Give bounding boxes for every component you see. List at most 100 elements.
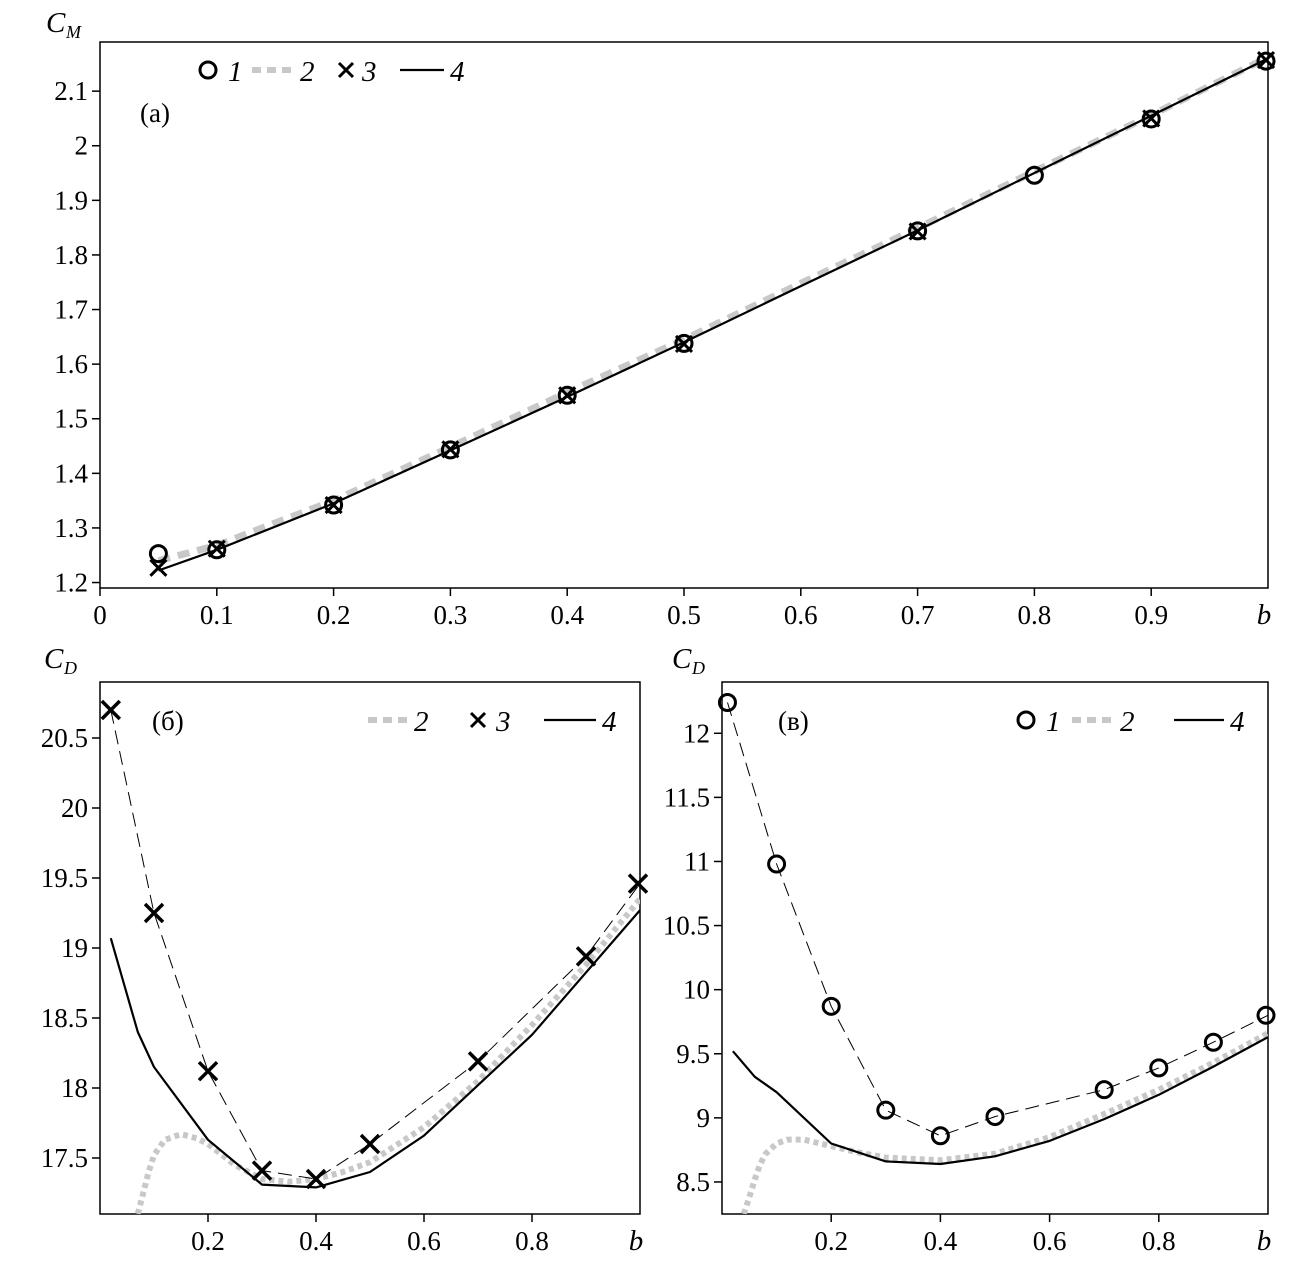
legend-x-marker <box>469 711 487 729</box>
series-1-point <box>1203 1032 1223 1052</box>
y-tick-label: 1.9 <box>54 185 88 215</box>
series-1-point <box>985 1107 1005 1127</box>
y-axis-label-subscript: D <box>691 658 705 678</box>
series-3-point <box>441 440 460 459</box>
series-1-point <box>908 221 928 241</box>
panel-b-cd-vs-b: 0.2 0.4 0.6 0.8 17.5 18 18.5 19 19.5 20 20.5 C Db (б)… <box>41 643 649 1257</box>
legend-x-marker <box>337 61 355 79</box>
plot-area <box>157 54 1268 572</box>
series-3-point <box>575 946 597 967</box>
legend-label: 4 <box>602 706 617 738</box>
legend: 1 2 3 4 <box>198 56 465 88</box>
panel-label: (в) <box>778 706 809 736</box>
series-3-point <box>100 699 122 721</box>
series-3-point <box>207 539 226 558</box>
series-3-point <box>467 1051 489 1072</box>
legend-label: 2 <box>300 56 315 88</box>
legend-circle-marker <box>198 60 218 80</box>
x-tick-label: 0.6 <box>784 600 818 630</box>
y-tick-label: 10 <box>683 975 710 1005</box>
series-1-point <box>1094 1080 1114 1100</box>
y-tick-label: 20 <box>61 793 88 823</box>
legend-label: 3 <box>361 56 377 88</box>
series-3-point <box>627 873 649 894</box>
y-tick-label: 1.5 <box>54 404 88 434</box>
y-tick-label: 9 <box>697 1103 711 1133</box>
legend-label: 1 <box>228 56 243 88</box>
series-3-point <box>197 1060 219 1082</box>
plot-frame <box>99 41 1269 589</box>
legend: 1 2 4 <box>1016 706 1245 738</box>
series-2-line <box>134 897 640 1214</box>
x-tick-label: 0.4 <box>550 600 584 630</box>
x-tick-label: 0.8 <box>515 1226 549 1256</box>
series-3-point <box>1142 109 1161 128</box>
series-1-point <box>1256 1005 1276 1025</box>
series-1-point <box>821 996 841 1016</box>
y-tick-label: 1.8 <box>54 240 88 270</box>
series-1-point <box>440 440 460 460</box>
legend-label: 4 <box>1230 706 1245 738</box>
y-tick-label: 1.3 <box>54 513 88 543</box>
plot-frame <box>99 681 641 1215</box>
series-4-line <box>158 57 1268 572</box>
y-tick-label: 19.5 <box>41 863 88 893</box>
y-tick-label: 10.5 <box>663 911 710 941</box>
legend-circle-marker <box>1016 710 1036 730</box>
x-tick-label: 0.2 <box>317 600 351 630</box>
series-3-point <box>908 222 927 241</box>
y-tick-label: 2.1 <box>54 76 88 106</box>
series-1-line <box>727 702 1268 1137</box>
panel-a-cm-vs-b: 0 0.1 0.2 0.3 0.4 0.5 0.6 0.7 0.8 0.9 1.2 1.3 1.4 1.5… <box>46 7 1276 631</box>
y-tick-label: 11 <box>684 846 710 876</box>
y-tick-label: 12 <box>683 718 710 748</box>
x-tick-label: 0.6 <box>407 1226 441 1256</box>
x-tick-label: 0.5 <box>667 600 701 630</box>
y-tick-label: 1.4 <box>54 458 88 488</box>
legend-label: 3 <box>495 706 511 738</box>
y-tick-label: 1.2 <box>54 568 88 598</box>
series-3-point <box>674 334 694 353</box>
series-1-point <box>767 854 787 874</box>
series-3-point <box>251 1160 273 1181</box>
series-1-point <box>717 693 737 713</box>
series-1-point <box>324 495 344 515</box>
panel-label: (б) <box>152 706 184 736</box>
series-3-point <box>143 902 165 924</box>
plot-frame <box>721 681 1269 1215</box>
series-1-point <box>1024 165 1044 185</box>
series-4-line <box>109 909 640 1189</box>
series-4-line <box>732 1036 1268 1166</box>
series-2-line <box>740 1030 1268 1214</box>
series-1-point <box>876 1100 896 1120</box>
x-tick-label: 0.4 <box>299 1226 333 1256</box>
y-axis-label: C <box>46 7 66 39</box>
series-1-point <box>674 333 694 353</box>
y-tick-label: 8.5 <box>676 1167 710 1197</box>
series-3-point <box>558 386 577 405</box>
series-1-point <box>557 385 577 405</box>
y-tick-label: 9.5 <box>676 1039 710 1069</box>
series-1-point <box>1256 51 1276 71</box>
y-tick-label: 20.5 <box>41 723 88 753</box>
panel-label: (a) <box>140 98 170 128</box>
x-tick-label: 0.2 <box>814 1226 848 1256</box>
series-1-point <box>1141 109 1161 129</box>
plot-area <box>109 709 640 1214</box>
x-axis-label: b <box>1257 1225 1272 1257</box>
series-3-point <box>324 495 343 515</box>
y-axis-label-subscript: M <box>65 22 82 42</box>
x-tick-label: 0.7 <box>901 600 935 630</box>
plot-area <box>727 702 1268 1214</box>
series-3-point <box>305 1168 327 1190</box>
series-3-point <box>1256 50 1276 70</box>
x-tick-label: 0.6 <box>1033 1226 1067 1256</box>
x-tick-label: 0.1 <box>200 600 234 630</box>
series-1-point <box>207 540 227 560</box>
x-tick-label: 0.8 <box>1018 600 1052 630</box>
legend-label: 2 <box>414 706 429 738</box>
series-3-point <box>359 1133 381 1155</box>
x-tick-label: 0.4 <box>924 1226 958 1256</box>
y-tick-label: 11.5 <box>664 782 710 812</box>
